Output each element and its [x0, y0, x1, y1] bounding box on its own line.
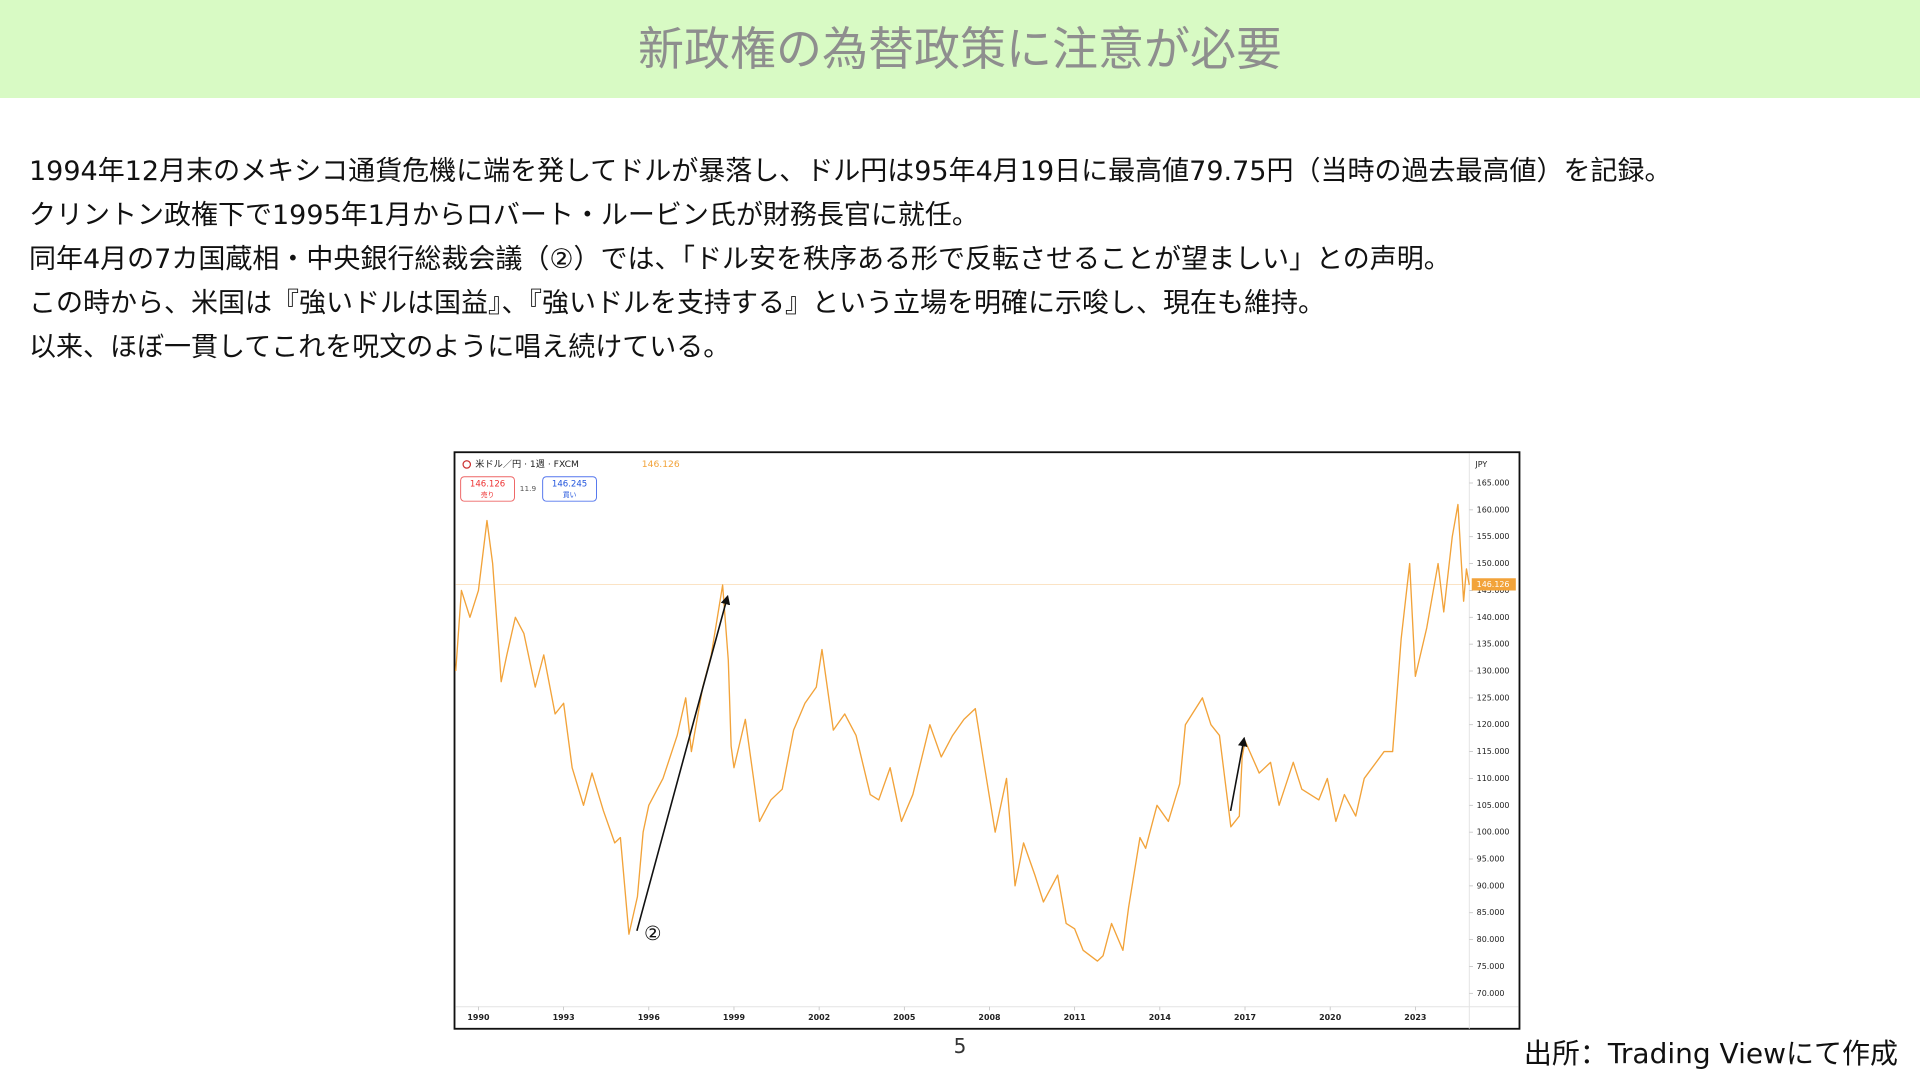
body-text: 1994年12月末のメキシコ通貨危機に端を発してドルが暴落し、ドル円は95年4月… — [29, 150, 1671, 370]
arrow — [1229, 736, 1248, 812]
x-tick-label: 1993 — [553, 1013, 575, 1022]
x-tick-label: 1990 — [467, 1013, 490, 1022]
y-tick-label: 130.000 — [1477, 667, 1510, 676]
y-tick-label: 95.000 — [1477, 855, 1505, 864]
x-tick-label: 1999 — [723, 1013, 746, 1022]
sell-button[interactable] — [460, 476, 515, 502]
y-tick-label: 135.000 — [1477, 640, 1510, 649]
buy-button[interactable] — [542, 476, 598, 502]
y-tick-label: 155.000 — [1477, 532, 1510, 541]
y-tick-label: 150.000 — [1477, 559, 1510, 568]
x-tick-label: 2023 — [1404, 1013, 1426, 1022]
x-tick-label: 2011 — [1064, 1013, 1086, 1022]
page-number: 5 — [953, 1034, 967, 1058]
x-tick-label: 2017 — [1234, 1013, 1256, 1022]
x-tick-label: 2014 — [1149, 1013, 1172, 1022]
text-line: 以来、ほぼ一貫してこれを呪文のように唱え続けている。 — [29, 332, 731, 363]
title-bar — [0, 0, 1920, 98]
y-tick-label: 140.000 — [1477, 613, 1510, 622]
text-line: 同年4月の7カ国蔵相・中央銀行総裁会議（②）では、「ドル安を秩序ある形で反転させ… — [29, 244, 1451, 275]
y-tick-label: 110.000 — [1477, 774, 1510, 783]
text-line: 1994年12月末のメキシコ通貨危機に端を発してドルが暴落し、ドル円は95年4月… — [29, 156, 1672, 187]
chart-frame — [453, 451, 1521, 1030]
y-tick-label: 105.000 — [1477, 801, 1510, 810]
currency: JPY — [1474, 460, 1487, 469]
price-line — [455, 503, 1470, 962]
x-tick-label: 1996 — [638, 1013, 661, 1022]
source-note: 出所：Trading Viewにて作成 — [1523, 1037, 1898, 1070]
y-tick-label: 85.000 — [1477, 908, 1505, 917]
y-tick-label: 115.000 — [1477, 747, 1510, 756]
symbol-icon — [462, 460, 472, 469]
x-tick-label: 2008 — [978, 1013, 1001, 1022]
y-tick-label: 120.000 — [1477, 720, 1510, 729]
text-line: クリントン政権下で1995年1月からロバート・ルービン氏が財務長官に就任。 — [29, 200, 979, 231]
arrow — [636, 594, 731, 932]
y-tick-label: 125.000 — [1477, 693, 1510, 702]
x-tick-label: 2005 — [893, 1013, 915, 1022]
y-tick-label: 80.000 — [1477, 935, 1505, 944]
y-tick-label: 165.000 — [1477, 478, 1510, 487]
chart-title: 米ドル／円 · 1週 · FXCM — [475, 458, 579, 470]
spread: 11.9 — [520, 484, 537, 493]
y-tick-label: 160.000 — [1477, 505, 1510, 514]
y-tick-label: 70.000 — [1477, 989, 1505, 998]
y-tick-label: 75.000 — [1477, 962, 1505, 971]
price: 146.126 — [642, 459, 680, 470]
y-tick-label: 90.000 — [1477, 881, 1505, 890]
chart: 米ドル／円 · 1週 · FXCM 146.126 146.126 売り 11.… — [453, 451, 1521, 1030]
buy-label: 買い — [563, 491, 577, 499]
text-line: この時から、米国は『強いドルは国益』、『強いドルを支持する』という立場を明確に示… — [29, 288, 1325, 319]
buy-price: 146.245 — [552, 480, 587, 490]
price-tag — [1471, 578, 1516, 591]
x-tick-label: 2002 — [808, 1013, 830, 1022]
sell-price: 146.126 — [470, 480, 505, 490]
x-tick-label: 2020 — [1319, 1013, 1342, 1022]
sell-label: 売り — [481, 490, 494, 499]
price-tag-label: 146.126 — [1477, 580, 1510, 589]
slide-title: 新政権の為替政策に注意が必要 — [638, 22, 1282, 76]
annotation: ② — [644, 922, 662, 945]
y-tick-label: 100.000 — [1477, 828, 1510, 837]
